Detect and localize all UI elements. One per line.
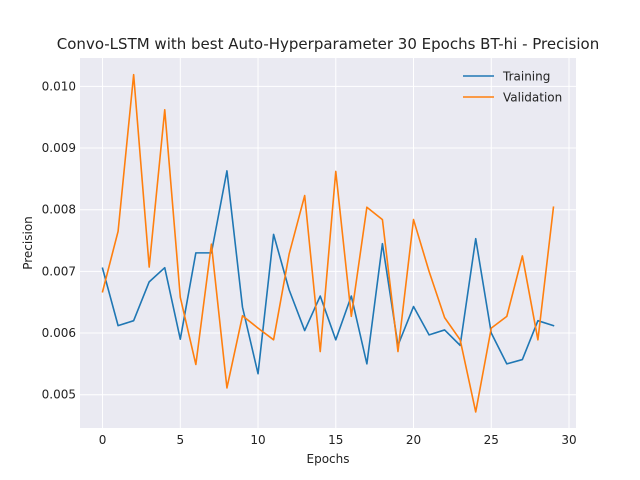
chart-title: Convo-LSTM with best Auto-Hyperparameter… (57, 35, 599, 53)
x-tick-label: 5 (176, 433, 184, 447)
y-tick-labels: 0.005 0.006 0.007 0.008 0.009 0.010 (42, 79, 76, 401)
x-tick-label: 20 (406, 433, 421, 447)
y-tick-label: 0.008 (42, 203, 76, 217)
legend-label: Validation (503, 91, 562, 105)
x-tick-labels: 0 5 10 15 20 25 30 (99, 433, 577, 447)
y-tick-label: 0.007 (42, 264, 76, 278)
series-lines (101, 73, 555, 413)
legend: Training Validation (463, 70, 562, 105)
x-tick-label: 25 (484, 433, 499, 447)
x-axis-label: Epochs (307, 452, 350, 466)
plot-area (80, 58, 576, 428)
x-tick-label: 10 (250, 433, 265, 447)
x-tick-label: 15 (328, 433, 343, 447)
y-tick-label: 0.009 (42, 141, 76, 155)
y-tick-label: 0.010 (42, 79, 76, 93)
grid (80, 58, 576, 428)
x-tick-label: 0 (99, 433, 107, 447)
series-line-validation (101, 73, 555, 413)
legend-label: Training (502, 70, 550, 84)
series-line-training (101, 170, 555, 375)
y-tick-label: 0.006 (42, 326, 76, 340)
y-tick-label: 0.005 (42, 388, 76, 402)
x-tick-label: 30 (561, 433, 576, 447)
y-axis-label: Precision (21, 216, 35, 270)
